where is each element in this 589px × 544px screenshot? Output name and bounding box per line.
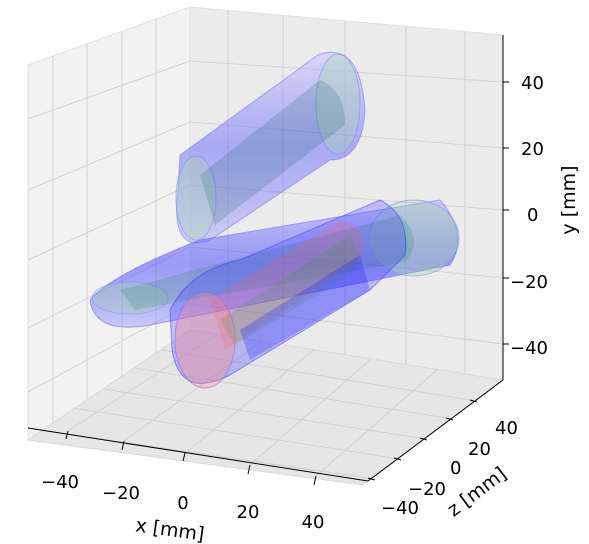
y-tick-label: −20 xyxy=(510,272,548,293)
x-tick-label: −40 xyxy=(41,472,79,493)
x-tick-label: 20 xyxy=(237,502,260,523)
x-tick-label: 40 xyxy=(302,512,325,533)
z-axis-line xyxy=(367,379,504,482)
z-tick-label: 20 xyxy=(468,439,491,460)
z-tick-label: 0 xyxy=(450,458,461,479)
axis-lines xyxy=(27,35,504,482)
surface-front-cap xyxy=(174,291,236,389)
x-axis-label: x [mm] xyxy=(134,514,206,544)
surface-front-inner-red xyxy=(210,220,363,350)
y-tick-label: −40 xyxy=(510,338,548,359)
x-axis-line xyxy=(27,427,369,482)
y-tick-labels: 40 20 0 −20 −40 xyxy=(510,73,548,359)
y-axis-label: y [mm] xyxy=(558,165,580,234)
surface-top-cap-right xyxy=(315,53,361,155)
x-tick-label: 0 xyxy=(177,493,188,514)
z-tick-label: −20 xyxy=(408,479,446,500)
surface-top-inner xyxy=(200,80,345,225)
z-tick-label: 40 xyxy=(495,418,518,439)
surface-front-blue-dark xyxy=(240,255,370,360)
y-tick-label: 0 xyxy=(527,205,538,226)
z-tick-label: −40 xyxy=(381,498,419,519)
surface-middle-cap-right xyxy=(368,199,460,277)
y-tick-label: 40 xyxy=(521,73,544,94)
surface-top-cap-left xyxy=(175,155,217,241)
surface-front-inner-green xyxy=(220,235,358,345)
surface-middle-outer xyxy=(89,199,459,328)
x-tick-label: −20 xyxy=(102,483,140,504)
surface-objects xyxy=(89,51,460,389)
x-tick-labels: −40 −20 0 20 40 xyxy=(41,472,324,533)
surface-middle-inner-green xyxy=(120,215,414,310)
y-tick-label: 20 xyxy=(521,139,544,160)
z-tick-labels: 40 20 0 −20 −40 xyxy=(381,418,518,519)
surface-middle-cap-left xyxy=(91,281,169,315)
